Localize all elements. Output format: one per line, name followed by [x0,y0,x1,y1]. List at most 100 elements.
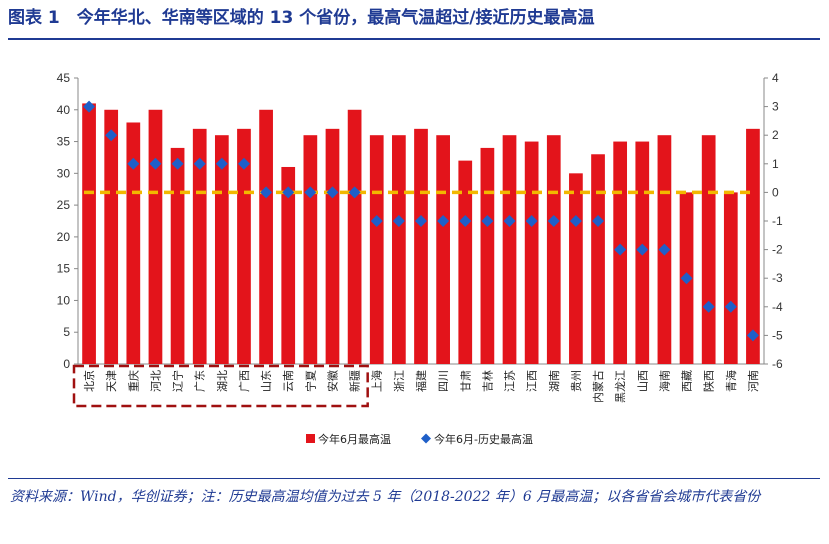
category-label: 北京 [82,370,96,392]
diff-point [215,157,228,170]
diff-point [127,157,140,170]
category-label: 江苏 [504,370,517,392]
diff-point [105,129,118,142]
diff-point [481,215,494,227]
diff-point [326,186,339,199]
category-labels: 北京 天津 重庆 河北 辽宁 广东 湖北 广西 山东 云南 宁夏 安徽 新疆 上海 浙江 福建 四川 甘肃 吉林 江苏… [82,370,760,403]
diff-point [746,329,759,342]
category-label: 内蒙古 [591,370,605,403]
category-label: 新疆 [348,370,362,392]
bar-series [82,103,760,365]
temperature-bar [82,103,96,364]
category-label: 黑龙江 [614,370,627,403]
diff-point [260,186,273,199]
category-label: 重庆 [126,370,140,392]
note-rule [8,478,820,479]
diff-point [459,215,472,227]
source-note: 资料来源：Wind，华创证券；注：历史最高温均值为过去 5 年（2018-202… [10,489,761,505]
diff-point [724,300,737,313]
diff-point [592,215,605,227]
right-tick-label: 0 [772,185,779,199]
temperature-bar [414,128,428,364]
temperature-bar [259,109,273,365]
right-tick-label: 1 [772,157,779,171]
temperature-bar [502,135,517,364]
diff-point [392,215,405,227]
right-tick-label: -5 [772,328,783,342]
category-label: 西藏 [681,370,694,392]
category-label: 吉林 [480,370,494,392]
category-label: 浙江 [393,370,406,392]
title-rule [8,38,820,40]
highlight-dashed-box [72,364,369,408]
left-tick-label: 45 [57,71,71,85]
temperature-bar [303,135,318,364]
temperature-bar [701,135,716,364]
category-label: 甘肃 [459,370,472,392]
highlight-box [72,364,369,408]
category-label: 广西 [238,370,251,392]
left-tick-label: 10 [57,293,71,307]
temperature-bar [170,147,185,364]
category-label: 江西 [526,370,539,392]
diff-point [658,243,671,256]
diff-point [614,243,627,256]
diff-series [83,100,759,342]
temperature-bar [192,128,207,364]
diff-point [636,243,649,256]
temperature-bar [325,128,340,364]
temperature-bar [746,128,760,364]
temperature-bar [480,147,495,364]
category-label: 天津 [105,370,118,392]
diff-point [503,215,516,227]
right-tick-label: 2 [772,128,779,142]
left-tick-label: 35 [57,135,71,149]
tick-labels: 0 5 10 15 20 25 30 35 40 45 -6 -5 -4 -3 -2 -1 0 1 2 3 4 [57,71,783,371]
diff-point [415,215,427,227]
temperature-bar [369,135,384,364]
category-label: 广东 [194,370,207,392]
legend-diamond-label: 今年6月-历史最高温 [434,432,533,446]
temperature-bar [148,109,163,365]
right-tick-label: 3 [772,100,779,114]
left-tick-label: 20 [57,230,71,244]
diff-point [237,157,250,170]
diff-point [83,100,96,113]
category-label: 四川 [437,370,450,392]
category-label: 福建 [414,370,428,392]
diff-point [348,186,361,199]
temperature-bar [569,173,583,364]
category-label: 湖南 [548,370,561,392]
legend-bar-swatch [306,434,315,443]
diff-point [525,215,538,227]
temperature-bar [104,109,119,365]
diff-point [547,215,560,227]
right-tick-label: -6 [772,357,783,371]
temperature-bar [347,109,362,365]
legend-diamond-swatch [421,433,431,444]
left-tick-label: 25 [57,198,71,212]
temperature-bar [392,135,406,364]
diff-point [702,300,715,313]
temperature-bar [723,192,738,364]
right-tick-label: 4 [772,71,779,85]
category-label: 河南 [747,370,760,392]
category-label: 上海 [370,370,384,392]
category-label: 贵州 [570,370,583,392]
category-label: 河北 [149,370,162,392]
temperature-bar [458,160,473,364]
diff-point [569,215,582,227]
category-label: 湖北 [216,370,229,392]
diff-point [282,186,295,199]
category-label: 云南 [282,370,295,392]
diff-point [149,157,162,170]
category-label: 陕西 [702,370,716,392]
right-tick-label: -1 [772,214,783,228]
diff-point [171,157,184,170]
temperature-bar [436,135,450,364]
temperature-bar [126,122,141,364]
right-tick-label: -2 [772,243,783,257]
category-label: 宁夏 [303,370,317,392]
legend-bar-label: 今年6月最高温 [318,432,391,446]
temperature-bar [524,141,539,364]
